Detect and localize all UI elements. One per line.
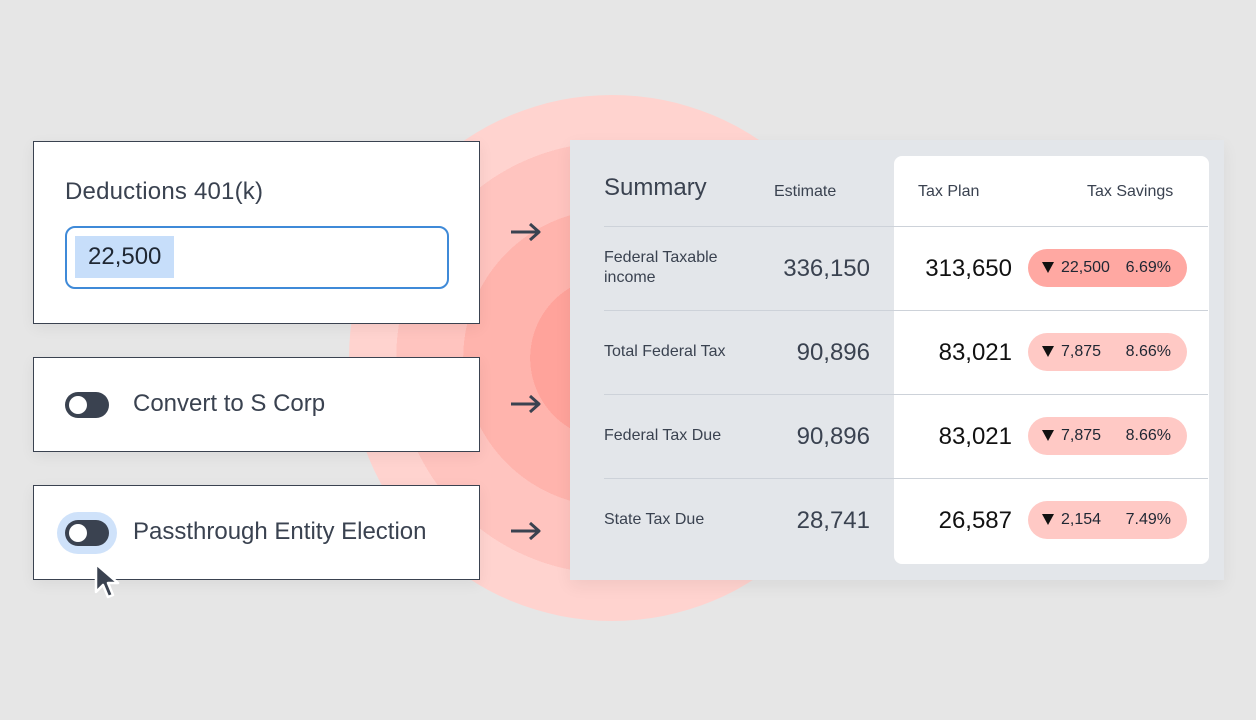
- row-divider: [604, 478, 1208, 479]
- savings-amount: 7,875: [1061, 427, 1102, 444]
- row-label-state-tax-due: State Tax Due: [604, 511, 705, 528]
- triangle-down-icon: [1042, 514, 1054, 525]
- arrow-right-icon: [511, 394, 541, 414]
- toggle-knob: [69, 524, 87, 542]
- savings-badge: 7,875 8.66%: [1028, 417, 1187, 455]
- row-divider: [604, 226, 1208, 227]
- triangle-down-icon: [1042, 430, 1054, 441]
- savings-amount: 7,875: [1061, 343, 1102, 360]
- pte-toggle[interactable]: [65, 520, 109, 546]
- savings-badge: 22,500 6.69%: [1028, 249, 1187, 287]
- savings-amount: 2,154: [1061, 511, 1102, 528]
- summary-title: Summary: [604, 174, 707, 201]
- savings-percent: 8.66%: [1125, 427, 1171, 444]
- triangle-down-icon: [1042, 346, 1054, 357]
- row-label-federal-taxable-income: Federal Taxable income: [604, 249, 718, 286]
- deductions-card: Deductions 401(k) 22,500: [33, 141, 480, 324]
- savings-percent: 7.49%: [1125, 511, 1171, 528]
- deductions-input[interactable]: 22,500: [65, 226, 449, 289]
- savings-amount: 22,500: [1061, 259, 1110, 276]
- s-corp-label: Convert to S Corp: [133, 390, 326, 417]
- row-label-federal-tax-due: Federal Tax Due: [604, 427, 722, 444]
- deductions-title: Deductions 401(k): [65, 178, 264, 205]
- tax-plan-header: Tax Plan: [918, 183, 980, 200]
- arrow-right-icon: [511, 222, 541, 242]
- pte-card: Passthrough Entity Election: [33, 485, 480, 580]
- row-estimate-value: 336,150: [783, 255, 870, 282]
- row-label-total-federal-tax: Total Federal Tax: [604, 343, 726, 360]
- triangle-down-icon: [1042, 262, 1054, 273]
- row-divider: [604, 394, 1208, 395]
- row-plan-value: 83,021: [938, 339, 1012, 366]
- row-plan-value: 83,021: [938, 423, 1012, 450]
- s-corp-toggle[interactable]: [65, 392, 109, 418]
- tax-savings-header: Tax Savings: [1087, 183, 1174, 200]
- arrow-right-icon: [511, 521, 541, 541]
- savings-badge: 7,875 8.66%: [1028, 333, 1187, 371]
- toggle-knob: [69, 396, 87, 414]
- summary-panel: Summary Estimate Tax Plan Tax Savings Fe…: [570, 140, 1224, 580]
- savings-percent: 6.69%: [1125, 259, 1171, 276]
- pte-label: Passthrough Entity Election: [133, 518, 427, 545]
- row-estimate-value: 90,896: [796, 423, 870, 450]
- estimate-header: Estimate: [774, 183, 837, 200]
- row-estimate-value: 90,896: [796, 339, 870, 366]
- row-plan-value: 26,587: [938, 507, 1012, 534]
- deductions-value[interactable]: 22,500: [75, 236, 175, 278]
- row-estimate-value: 28,741: [796, 507, 870, 534]
- s-corp-card: Convert to S Corp: [33, 357, 480, 452]
- mouse-pointer-icon: [94, 562, 120, 599]
- row-plan-value: 313,650: [925, 255, 1012, 282]
- savings-percent: 8.66%: [1125, 343, 1171, 360]
- row-divider: [604, 310, 1208, 311]
- savings-badge: 2,154 7.49%: [1028, 501, 1187, 539]
